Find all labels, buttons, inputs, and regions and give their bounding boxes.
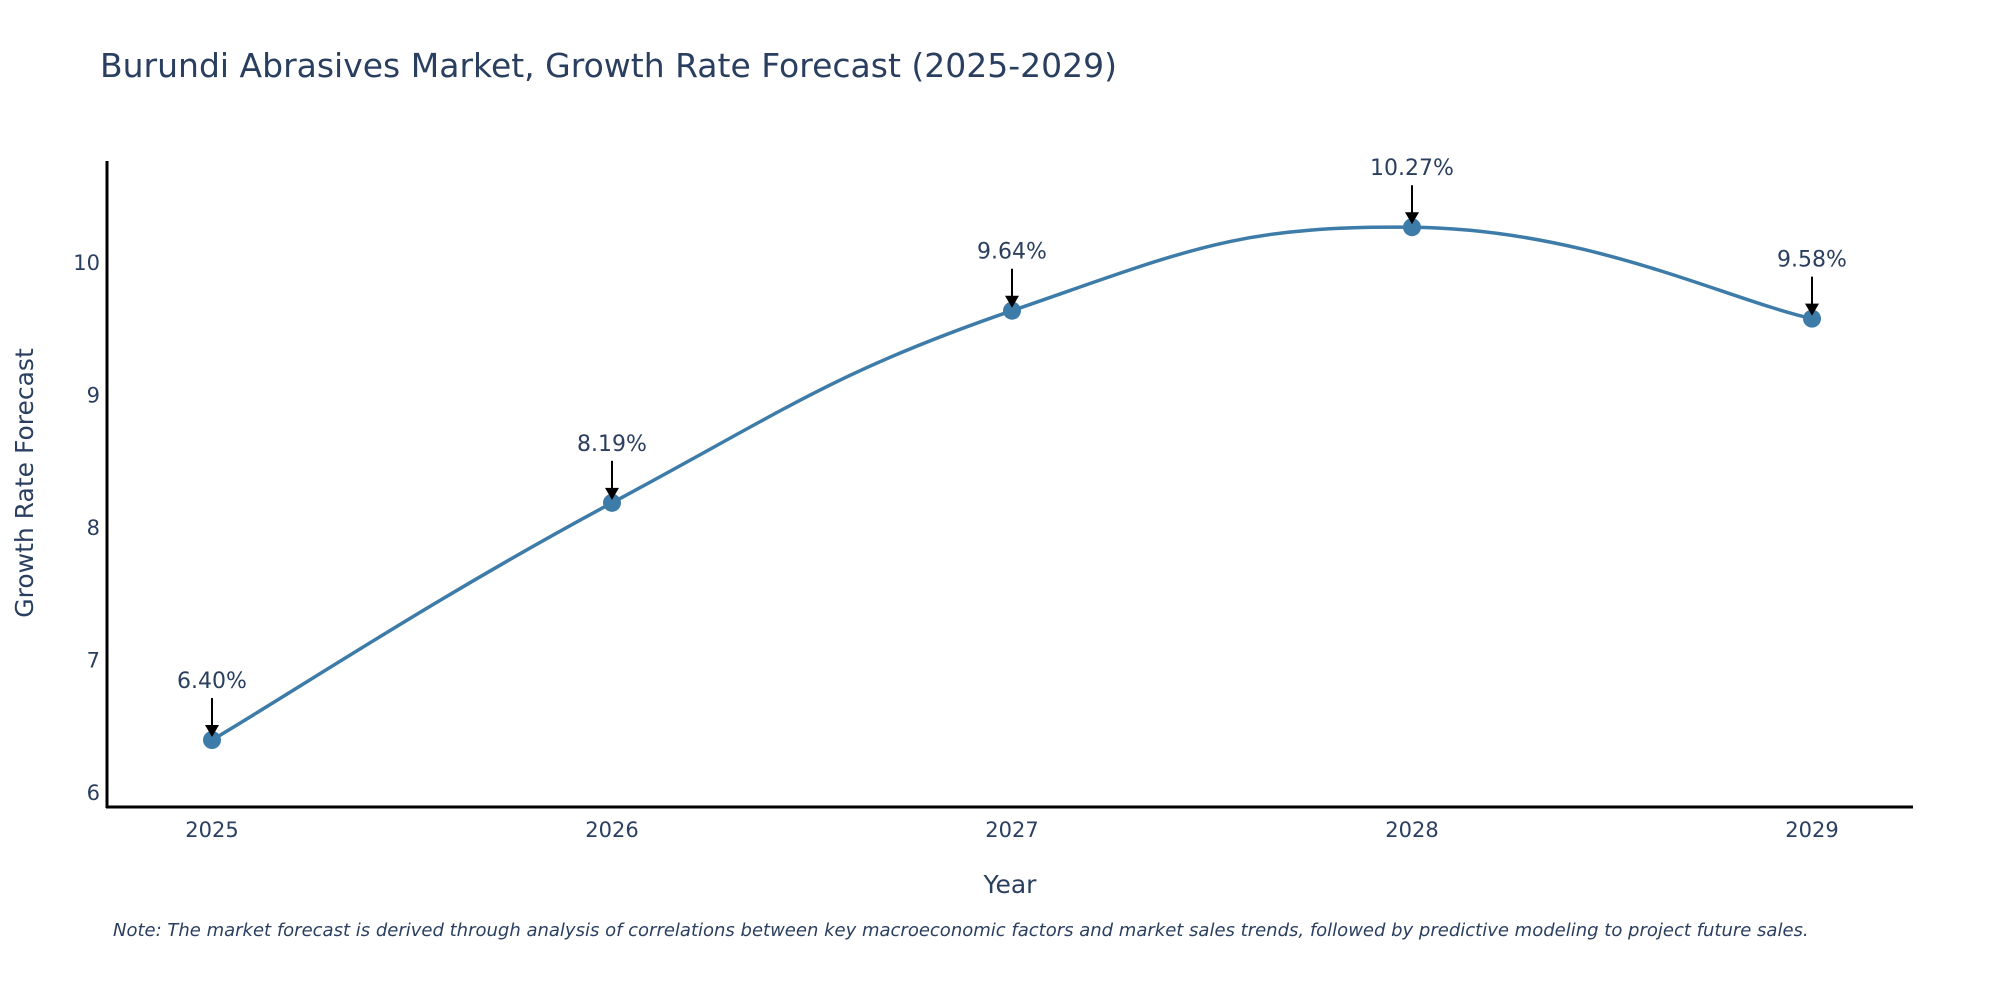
- y-axis-title: Growth Rate Forecast: [10, 348, 39, 618]
- x-tick-label: 2029: [1785, 818, 1838, 842]
- data-point-2028: [1403, 218, 1421, 237]
- y-tick-label: 10: [73, 251, 100, 275]
- annotation-arrow-head: [1005, 295, 1019, 308]
- x-tick-label: 2028: [1385, 818, 1438, 842]
- data-point-2029: [1803, 309, 1821, 328]
- data-point-2025: [203, 731, 221, 749]
- x-axis-title: Year: [983, 870, 1038, 899]
- annotation-arrow-head: [605, 487, 619, 500]
- y-tick-labels: 6 7 8 9 10: [73, 251, 100, 805]
- data-label: 8.19%: [577, 432, 647, 457]
- x-tick-label: 2027: [985, 818, 1038, 842]
- x-tick-labels: 2025 2026 2027 2028 2029: [185, 818, 1838, 842]
- chart-note: Note: The market forecast is derived thr…: [113, 920, 1809, 941]
- y-tick-label: 6: [87, 781, 100, 805]
- y-tick-label: 9: [87, 384, 100, 408]
- annotation-2027: 9.64%: [977, 240, 1047, 308]
- data-point-2027: [1003, 301, 1021, 320]
- x-tick-label: 2026: [585, 818, 638, 842]
- data-markers: [203, 218, 1821, 749]
- data-label: 9.58%: [1777, 248, 1847, 273]
- data-label: 9.64%: [977, 240, 1047, 265]
- annotation-2028: 10.27%: [1370, 156, 1454, 225]
- x-tick-label: 2025: [185, 818, 238, 842]
- annotation-arrow-head: [1405, 212, 1419, 225]
- data-label: 6.40%: [177, 669, 247, 694]
- data-label: 10.27%: [1370, 156, 1454, 181]
- chart-title: Burundi Abrasives Market, Growth Rate Fo…: [100, 46, 1118, 85]
- y-tick-label: 7: [87, 649, 100, 673]
- annotation-2026: 8.19%: [577, 432, 647, 500]
- y-tick-label: 8: [87, 516, 100, 540]
- annotation-arrow-head: [1805, 303, 1819, 316]
- annotation-2029: 9.58%: [1777, 248, 1847, 316]
- data-annotations: 6.40% 8.19% 9.64% 10.27% 9.58%: [177, 156, 1847, 737]
- annotation-2025: 6.40%: [177, 669, 247, 737]
- annotation-arrow-head: [205, 725, 219, 737]
- data-point-2026: [603, 493, 621, 512]
